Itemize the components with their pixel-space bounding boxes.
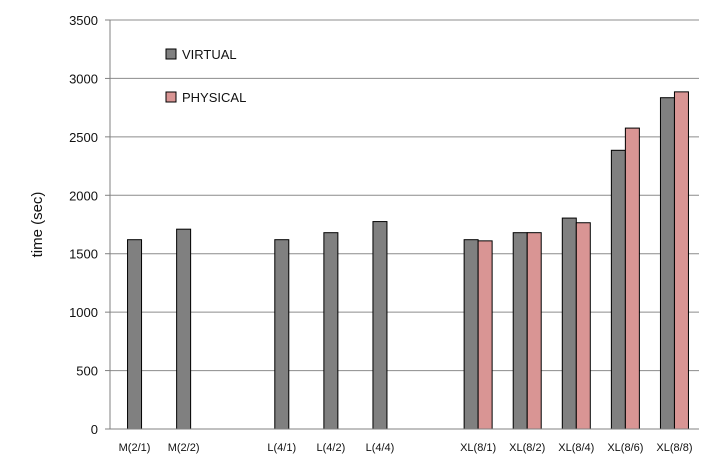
bar-physical-xl-8-4- xyxy=(575,222,591,430)
bar-virtual-xl-8-4- xyxy=(561,217,577,430)
bar-virtual-xl-8-1- xyxy=(463,239,479,430)
x-tick-label: XL(8/1) xyxy=(460,442,496,454)
bar-virtual-xl-8-6- xyxy=(610,149,626,430)
x-tick-label: L(4/1) xyxy=(267,442,296,454)
legend-label-virtual: VIRTUAL xyxy=(182,47,237,62)
x-tick-label: L(4/2) xyxy=(317,442,346,454)
y-tick-label: 500 xyxy=(76,364,98,379)
x-tick-label: L(4/4) xyxy=(366,442,395,454)
legend: VIRTUAL PHYSICAL xyxy=(165,47,246,105)
bar-virtual-xl-8-8- xyxy=(659,97,675,430)
legend-swatch-physical xyxy=(165,91,177,103)
x-tick-label: XL(8/6) xyxy=(607,442,643,454)
y-axis-label: time (sec) xyxy=(29,192,46,258)
y-tick-label: 3000 xyxy=(69,71,98,86)
bar-physical-xl-8-8- xyxy=(673,91,689,430)
bar-virtual-l-4-4- xyxy=(372,221,388,430)
bar-physical-xl-8-1- xyxy=(477,240,493,430)
bar-virtual-m-2-2- xyxy=(176,228,192,430)
y-tick-label: 0 xyxy=(91,422,98,437)
x-tick-label: XL(8/2) xyxy=(509,442,545,454)
y-axis-ticks: 0 500 1000 1500 2000 2500 3000 3500 xyxy=(69,13,110,437)
y-tick-label: 2000 xyxy=(69,188,98,203)
y-tick-label: 3500 xyxy=(69,13,98,28)
bar-virtual-m-2-1- xyxy=(127,239,143,430)
gridlines xyxy=(110,19,699,372)
x-tick-label: XL(8/8) xyxy=(656,442,692,454)
x-tick-label: M(2/2) xyxy=(168,442,200,454)
y-tick-label: 1000 xyxy=(69,305,98,320)
x-tick-label: XL(8/4) xyxy=(558,442,594,454)
legend-swatch-virtual xyxy=(165,48,177,60)
y-tick-label: 2500 xyxy=(69,130,98,145)
x-tick-label: M(2/1) xyxy=(119,442,151,454)
bar-virtual-l-4-2- xyxy=(323,232,339,430)
bar-virtual-l-4-1- xyxy=(274,239,290,430)
x-axis-ticks: M(2/1) M(2/2) L(4/1) L(4/2) L(4/4) XL(8/1) XL(… xyxy=(119,442,693,454)
bars xyxy=(127,91,689,430)
bar-physical-xl-8-2- xyxy=(526,232,542,430)
legend-label-physical: PHYSICAL xyxy=(182,90,246,105)
bar-physical-xl-8-6- xyxy=(624,127,640,430)
bar-virtual-xl-8-2- xyxy=(512,232,528,430)
y-tick-label: 1500 xyxy=(69,247,98,262)
